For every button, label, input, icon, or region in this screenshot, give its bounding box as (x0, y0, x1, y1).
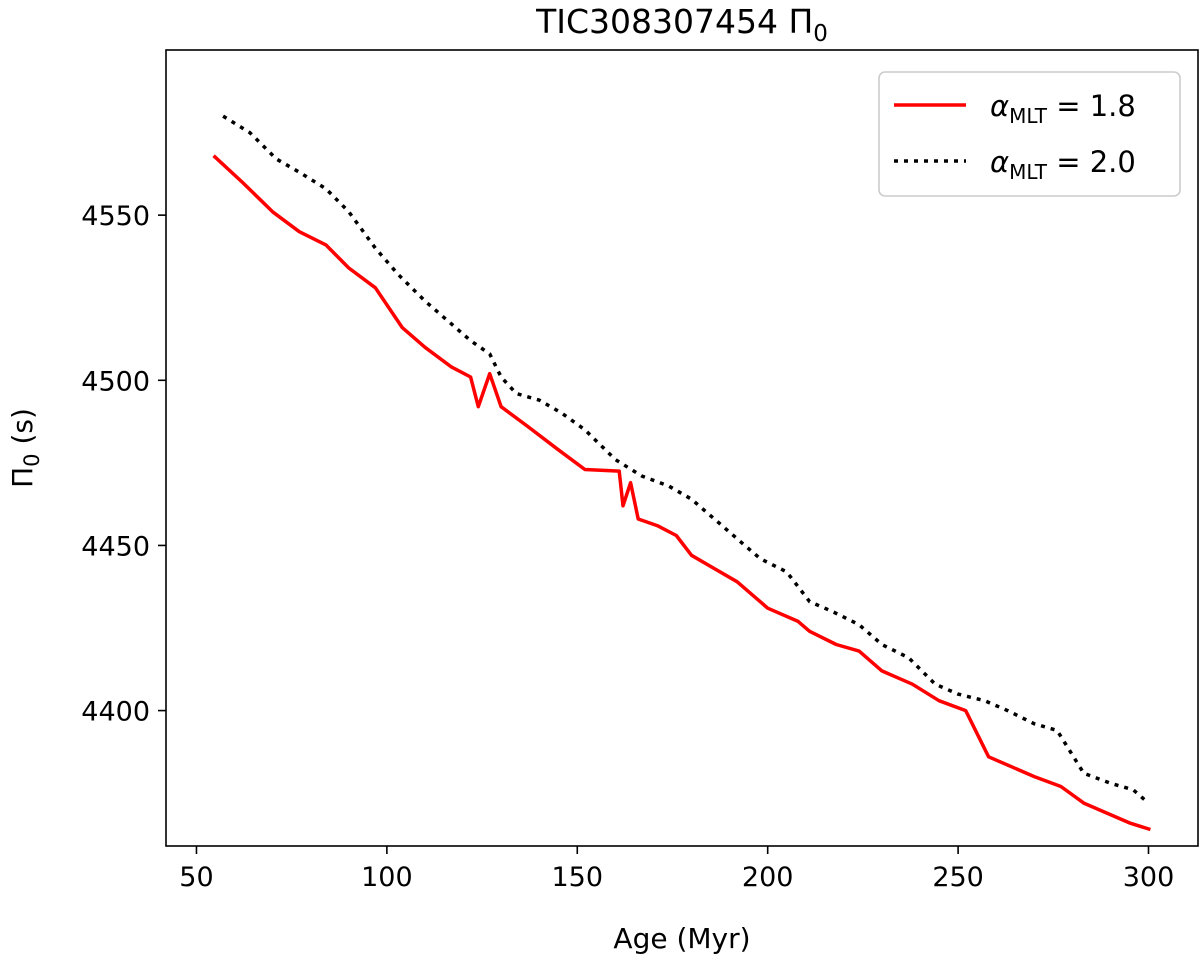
plot-area (165, 49, 1199, 847)
legend-entry-series-2-subscript: MLT (1009, 160, 1048, 184)
y-tick-label: 4550 (81, 201, 150, 232)
series-line-1 (212, 154, 1151, 832)
legend-entry-series-1-subscript: MLT (1009, 104, 1048, 128)
legend-entry-series-1-value: = 1.8 (1047, 89, 1136, 123)
y-axis-label-unit: (s) (6, 408, 39, 453)
legend: αMLT = 1.8 αMLT = 2.0 (878, 71, 1181, 197)
x-tick-label: 250 (932, 862, 984, 893)
y-axis-label-subscript: 0 (20, 453, 44, 466)
legend-entry-series-2: αMLT = 2.0 (990, 145, 1136, 184)
y-axis-label: Π0 (s) (6, 408, 44, 488)
y-tick-label: 4450 (81, 531, 150, 562)
legend-entry-series-1: αMLT = 1.8 (990, 89, 1136, 128)
x-tick-label: 100 (361, 862, 413, 893)
chart-title: TIC308307454 Π0 (535, 2, 828, 47)
legend-box (878, 71, 1181, 197)
series-layer (212, 114, 1151, 832)
x-tick-label: 150 (552, 862, 604, 893)
x-axis-label: Age (Myr) (613, 922, 750, 955)
series-line-2 (222, 114, 1150, 805)
x-tick-label: 200 (742, 862, 794, 893)
legend-entry-series-2-value: = 2.0 (1047, 145, 1136, 179)
y-tick-label: 4500 (81, 366, 150, 397)
x-tick-label: 50 (179, 862, 213, 893)
y-tick-label: 4400 (81, 697, 150, 728)
axis-ticks-group: 50 100 150 200 250 300 4400 4450 4500 4550 (81, 201, 1174, 893)
x-tick-label: 300 (1123, 862, 1175, 893)
chart-title-subscript: 0 (813, 21, 828, 47)
